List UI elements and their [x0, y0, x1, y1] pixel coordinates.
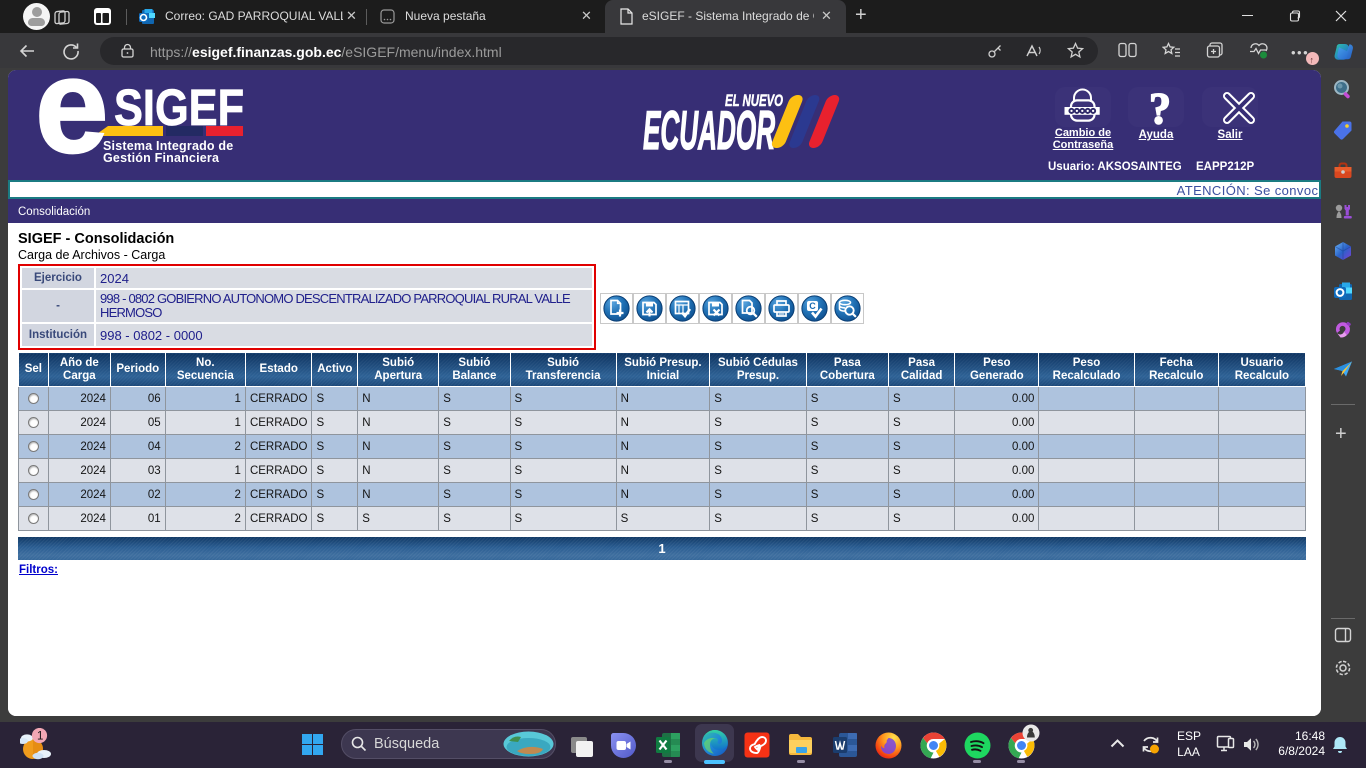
svg-text:C: C	[809, 301, 816, 311]
svg-text:1: 1	[37, 731, 43, 743]
